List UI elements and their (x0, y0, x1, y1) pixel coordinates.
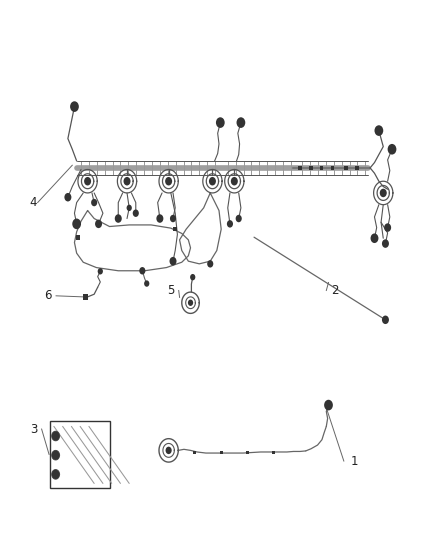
Bar (299, 166, 302, 169)
Circle shape (156, 214, 163, 223)
Circle shape (227, 220, 233, 228)
Circle shape (84, 177, 91, 185)
Text: 2: 2 (331, 284, 338, 297)
Bar (246, 451, 249, 454)
Text: 4: 4 (30, 196, 37, 209)
Bar (194, 451, 196, 454)
Circle shape (231, 177, 238, 185)
Circle shape (384, 223, 391, 232)
Circle shape (371, 233, 378, 243)
Circle shape (133, 209, 139, 217)
Circle shape (166, 447, 172, 454)
Bar (320, 166, 323, 169)
Bar (83, 294, 88, 300)
Bar (309, 166, 313, 169)
Circle shape (52, 470, 60, 479)
Circle shape (388, 144, 396, 155)
Bar (220, 451, 223, 454)
Circle shape (374, 125, 383, 136)
Bar (173, 227, 177, 231)
Circle shape (188, 300, 193, 306)
Bar (50, 421, 110, 488)
Circle shape (237, 117, 245, 128)
Text: 1: 1 (350, 455, 358, 467)
Bar (344, 166, 348, 169)
Circle shape (207, 260, 213, 268)
Circle shape (115, 214, 122, 223)
Bar (76, 235, 80, 239)
Circle shape (52, 431, 60, 441)
Circle shape (324, 400, 333, 410)
Circle shape (52, 450, 60, 460)
Circle shape (95, 220, 102, 228)
Circle shape (144, 280, 149, 287)
Circle shape (382, 316, 389, 324)
Circle shape (170, 257, 177, 265)
Text: 3: 3 (30, 423, 37, 435)
Circle shape (165, 177, 172, 185)
Circle shape (124, 177, 131, 185)
Circle shape (190, 274, 195, 280)
Circle shape (64, 193, 71, 201)
Circle shape (380, 189, 387, 197)
Circle shape (91, 199, 97, 206)
Circle shape (170, 215, 176, 222)
Bar (356, 166, 358, 169)
Text: 5: 5 (167, 284, 174, 297)
Circle shape (127, 205, 132, 211)
Circle shape (209, 177, 216, 185)
Circle shape (236, 215, 242, 222)
Circle shape (216, 117, 225, 128)
Bar (332, 166, 335, 169)
Circle shape (98, 268, 103, 274)
Circle shape (70, 101, 79, 112)
Text: 6: 6 (44, 289, 52, 302)
Circle shape (72, 219, 81, 229)
Circle shape (139, 267, 145, 274)
Circle shape (382, 239, 389, 248)
Bar (272, 451, 275, 454)
